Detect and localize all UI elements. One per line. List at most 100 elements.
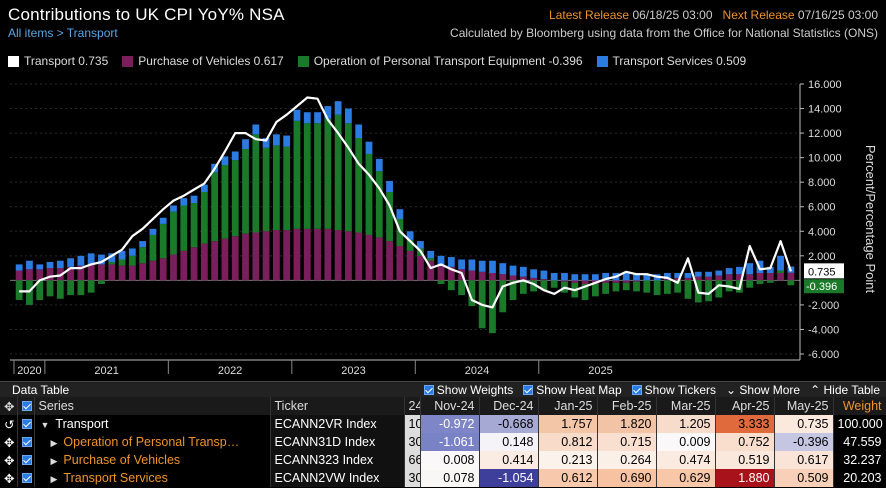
- col-header-month[interactable]: Dec-24: [479, 397, 539, 415]
- bar-segment: [386, 192, 393, 242]
- bar-segment: [396, 209, 404, 219]
- show-tickers-checkbox[interactable]: Show Tickers: [631, 383, 716, 397]
- bar-segment: [509, 275, 517, 281]
- caret-right-icon[interactable]: ▶: [50, 474, 58, 484]
- bar-segment: [272, 230, 280, 281]
- bar-segment: [519, 276, 527, 281]
- bar-segment: [458, 259, 465, 270]
- weight-cell: 100.000: [833, 415, 886, 433]
- bar-segment: [303, 112, 311, 124]
- bar-segment: [87, 264, 95, 281]
- move-icon[interactable]: ✥: [0, 397, 18, 415]
- bar-segment: [375, 171, 383, 238]
- bar-segment: [98, 264, 105, 281]
- last-value-badge-transport: [804, 263, 844, 279]
- col-header-month[interactable]: Jan-25: [538, 397, 598, 415]
- bar-segment: [612, 280, 620, 283]
- bar-segment: [211, 172, 219, 242]
- legend-item[interactable]: Transport Services 0.509: [596, 54, 746, 68]
- caret-right-icon[interactable]: ▶: [50, 456, 58, 466]
- hide-table-button[interactable]: ⌃ Hide Table: [810, 383, 880, 397]
- series-cell[interactable]: ▶ Purchase of Vehicles: [34, 451, 271, 469]
- col-header-month[interactable]: Feb-25: [597, 397, 657, 415]
- value-cell: -0.396: [774, 433, 834, 451]
- show-more-button[interactable]: ⌄ Show More: [726, 383, 800, 397]
- row-checkbox[interactable]: [17, 469, 35, 487]
- bar-segment: [499, 263, 507, 275]
- checkbox-icon: [21, 455, 32, 465]
- bar-segment: [139, 247, 147, 264]
- col-header-month[interactable]: Mar-25: [656, 397, 716, 415]
- table-row[interactable]: ✥ ▶ Operation of Personal Transp… ECANN31D …: [0, 433, 886, 451]
- col-header-series[interactable]: Series: [34, 397, 271, 415]
- bar-segment: [293, 120, 301, 229]
- checkbox-icon: [21, 419, 32, 429]
- caret-down-icon[interactable]: ▼: [40, 420, 50, 430]
- legend-swatch: [297, 55, 309, 67]
- bar-segment: [46, 268, 54, 281]
- series-cell[interactable]: ▼ Transport: [34, 415, 271, 433]
- bar-segment: [108, 264, 116, 281]
- show-heat-map-checkbox[interactable]: Show Heat Map: [523, 383, 622, 397]
- bar-segment: [427, 258, 435, 261]
- data-table-bar: Data Table Show Weights Show Heat Map Sh…: [0, 381, 886, 397]
- bar-segment: [345, 108, 352, 124]
- value-cell: 0.078: [420, 469, 480, 487]
- col-header-ticker[interactable]: Ticker: [270, 397, 405, 415]
- legend-item[interactable]: Transport 0.735: [8, 54, 108, 68]
- col-header-month[interactable]: Nov-24: [420, 397, 480, 415]
- y-tick-label: 4.000: [808, 226, 836, 238]
- move-icon[interactable]: ✥: [0, 433, 18, 451]
- bar-segment: [293, 109, 301, 121]
- legend-item[interactable]: Purchase of Vehicles 0.617: [122, 54, 284, 68]
- table-row[interactable]: ✥ ▶ Transport Services ECANN2VW Index300.07…: [0, 469, 886, 487]
- legend-item[interactable]: Operation of Personal Transport Equipmen…: [297, 54, 583, 68]
- chart-legend: Transport 0.735 Purchase of Vehicles 0.61…: [8, 54, 746, 68]
- move-icon[interactable]: ✥: [0, 469, 18, 487]
- bar-segment: [550, 280, 558, 288]
- select-all-checkbox[interactable]: [17, 397, 35, 415]
- bar-segment: [447, 280, 455, 291]
- value-cell: 0.629: [656, 469, 716, 487]
- col-header-partial[interactable]: 24: [404, 397, 421, 415]
- bar-segment: [26, 260, 33, 270]
- move-icon[interactable]: ✥: [0, 451, 18, 469]
- bar-segment: [468, 280, 476, 307]
- bar-segment: [139, 241, 147, 248]
- caret-right-icon[interactable]: ▶: [50, 438, 58, 448]
- next-release-value: 07/16/25 03:00: [797, 8, 878, 22]
- bar-segment: [118, 265, 126, 281]
- show-weights-checkbox[interactable]: Show Weights: [423, 383, 513, 397]
- bar-segment: [314, 123, 321, 229]
- row-checkbox[interactable]: [17, 433, 35, 451]
- ticker-cell: ECANN2VR Index: [270, 415, 405, 433]
- partial-cell: 10: [404, 415, 421, 433]
- bar-segment: [715, 275, 723, 281]
- col-header-month[interactable]: May-25: [774, 397, 834, 415]
- series-cell[interactable]: ▶ Operation of Personal Transp…: [34, 433, 271, 451]
- series-cell[interactable]: ▶ Transport Services: [34, 469, 271, 487]
- bar-segment: [406, 250, 414, 281]
- weight-cell: 47.559: [833, 433, 886, 451]
- bar-segment: [375, 237, 383, 281]
- bar-segment: [118, 250, 126, 260]
- weight-cell: 20.203: [833, 469, 886, 487]
- col-header-weight[interactable]: Weight: [833, 397, 886, 415]
- bar-segment: [478, 260, 486, 272]
- bar-segment: [643, 280, 651, 293]
- value-cell: 0.617: [774, 451, 834, 469]
- breadcrumb[interactable]: All items > Transport: [8, 26, 118, 40]
- refresh-icon[interactable]: ↺: [0, 415, 18, 433]
- row-checkbox[interactable]: [17, 415, 35, 433]
- row-checkbox[interactable]: [17, 451, 35, 469]
- bar-segment: [633, 273, 640, 281]
- bar-segment: [26, 269, 33, 281]
- series-name: Transport Services: [63, 471, 168, 485]
- bar-segment: [746, 274, 754, 281]
- bar-segment: [190, 195, 198, 204]
- value-cell: 0.735: [774, 415, 834, 433]
- col-header-month[interactable]: Apr-25: [715, 397, 775, 415]
- bar-segment: [427, 250, 435, 259]
